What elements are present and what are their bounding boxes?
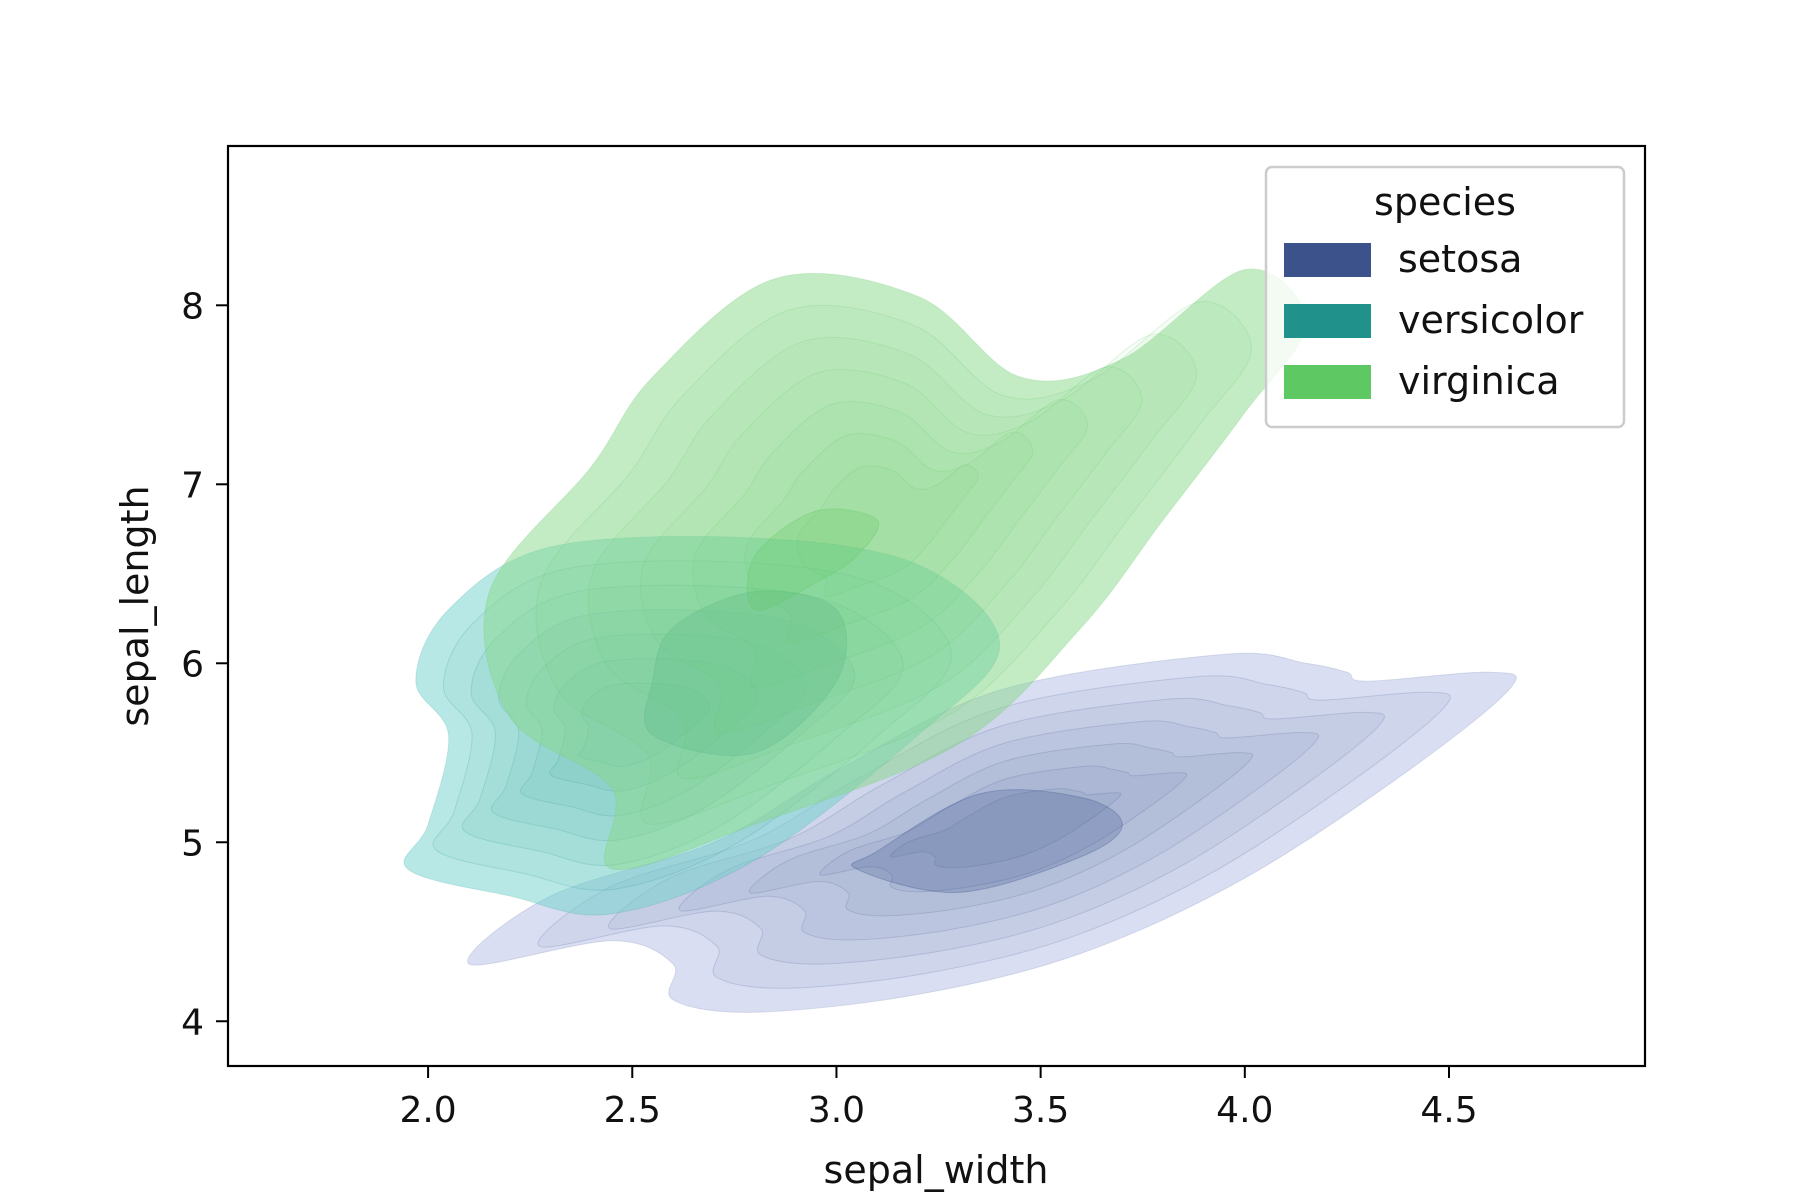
density-level — [819, 765, 1188, 893]
density-level — [483, 268, 1307, 871]
legend-label-virginica: virginica — [1398, 359, 1560, 403]
y-tick-label: 5 — [181, 823, 204, 864]
density-level — [748, 742, 1254, 917]
x-tick-label: 4.5 — [1420, 1090, 1477, 1131]
density-level — [692, 399, 1089, 689]
legend-title: species — [1374, 180, 1516, 224]
x-tick-label: 3.5 — [1012, 1090, 1069, 1131]
density-level — [850, 789, 1123, 893]
density-level — [744, 431, 1034, 643]
legend-swatch-setosa — [1284, 243, 1371, 277]
density-level — [796, 464, 979, 598]
legend-label-versicolor: versicolor — [1398, 298, 1584, 342]
density-level — [746, 508, 880, 611]
y-tick-label: 6 — [181, 644, 204, 685]
x-tick-label: 2.5 — [604, 1090, 661, 1131]
x-axis-label: sepal_width — [824, 1148, 1049, 1192]
density-level — [678, 720, 1320, 941]
density-layers — [403, 268, 1517, 1013]
density-setosa — [467, 652, 1517, 1013]
legend-entries: setosa versicolor virginica — [1284, 237, 1584, 403]
y-axis-label: sepal_length — [113, 485, 157, 726]
y-tick-label: 4 — [181, 1002, 204, 1043]
legend: species setosa versicolor virginica — [1264, 165, 1626, 429]
y-axis: 4 5 6 7 8 — [181, 286, 228, 1043]
legend-swatch-versicolor — [1284, 304, 1371, 338]
x-tick-label: 4.0 — [1216, 1090, 1273, 1131]
density-level — [889, 788, 1122, 869]
x-tick-label: 3.0 — [808, 1090, 865, 1131]
density-level — [608, 697, 1385, 965]
legend-box — [1264, 165, 1626, 429]
y-tick-label: 7 — [181, 465, 204, 506]
density-level — [587, 333, 1198, 780]
legend-label-setosa: setosa — [1398, 237, 1522, 281]
density-level — [535, 301, 1252, 825]
legend-swatch-virginica — [1284, 365, 1371, 399]
y-tick-label: 8 — [181, 286, 204, 327]
x-axis: 2.0 2.5 3.0 3.5 4.0 4.5 — [399, 1066, 1478, 1131]
density-virginica — [483, 268, 1307, 871]
density-level — [640, 366, 1143, 734]
plot-frame — [226, 144, 1647, 1068]
x-tick-label: 2.0 — [399, 1090, 456, 1131]
